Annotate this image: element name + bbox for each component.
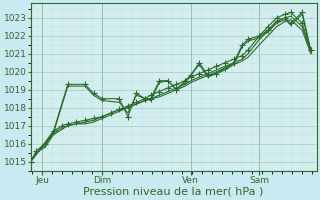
X-axis label: Pression niveau de la mer( hPa ): Pression niveau de la mer( hPa ) (84, 187, 264, 197)
